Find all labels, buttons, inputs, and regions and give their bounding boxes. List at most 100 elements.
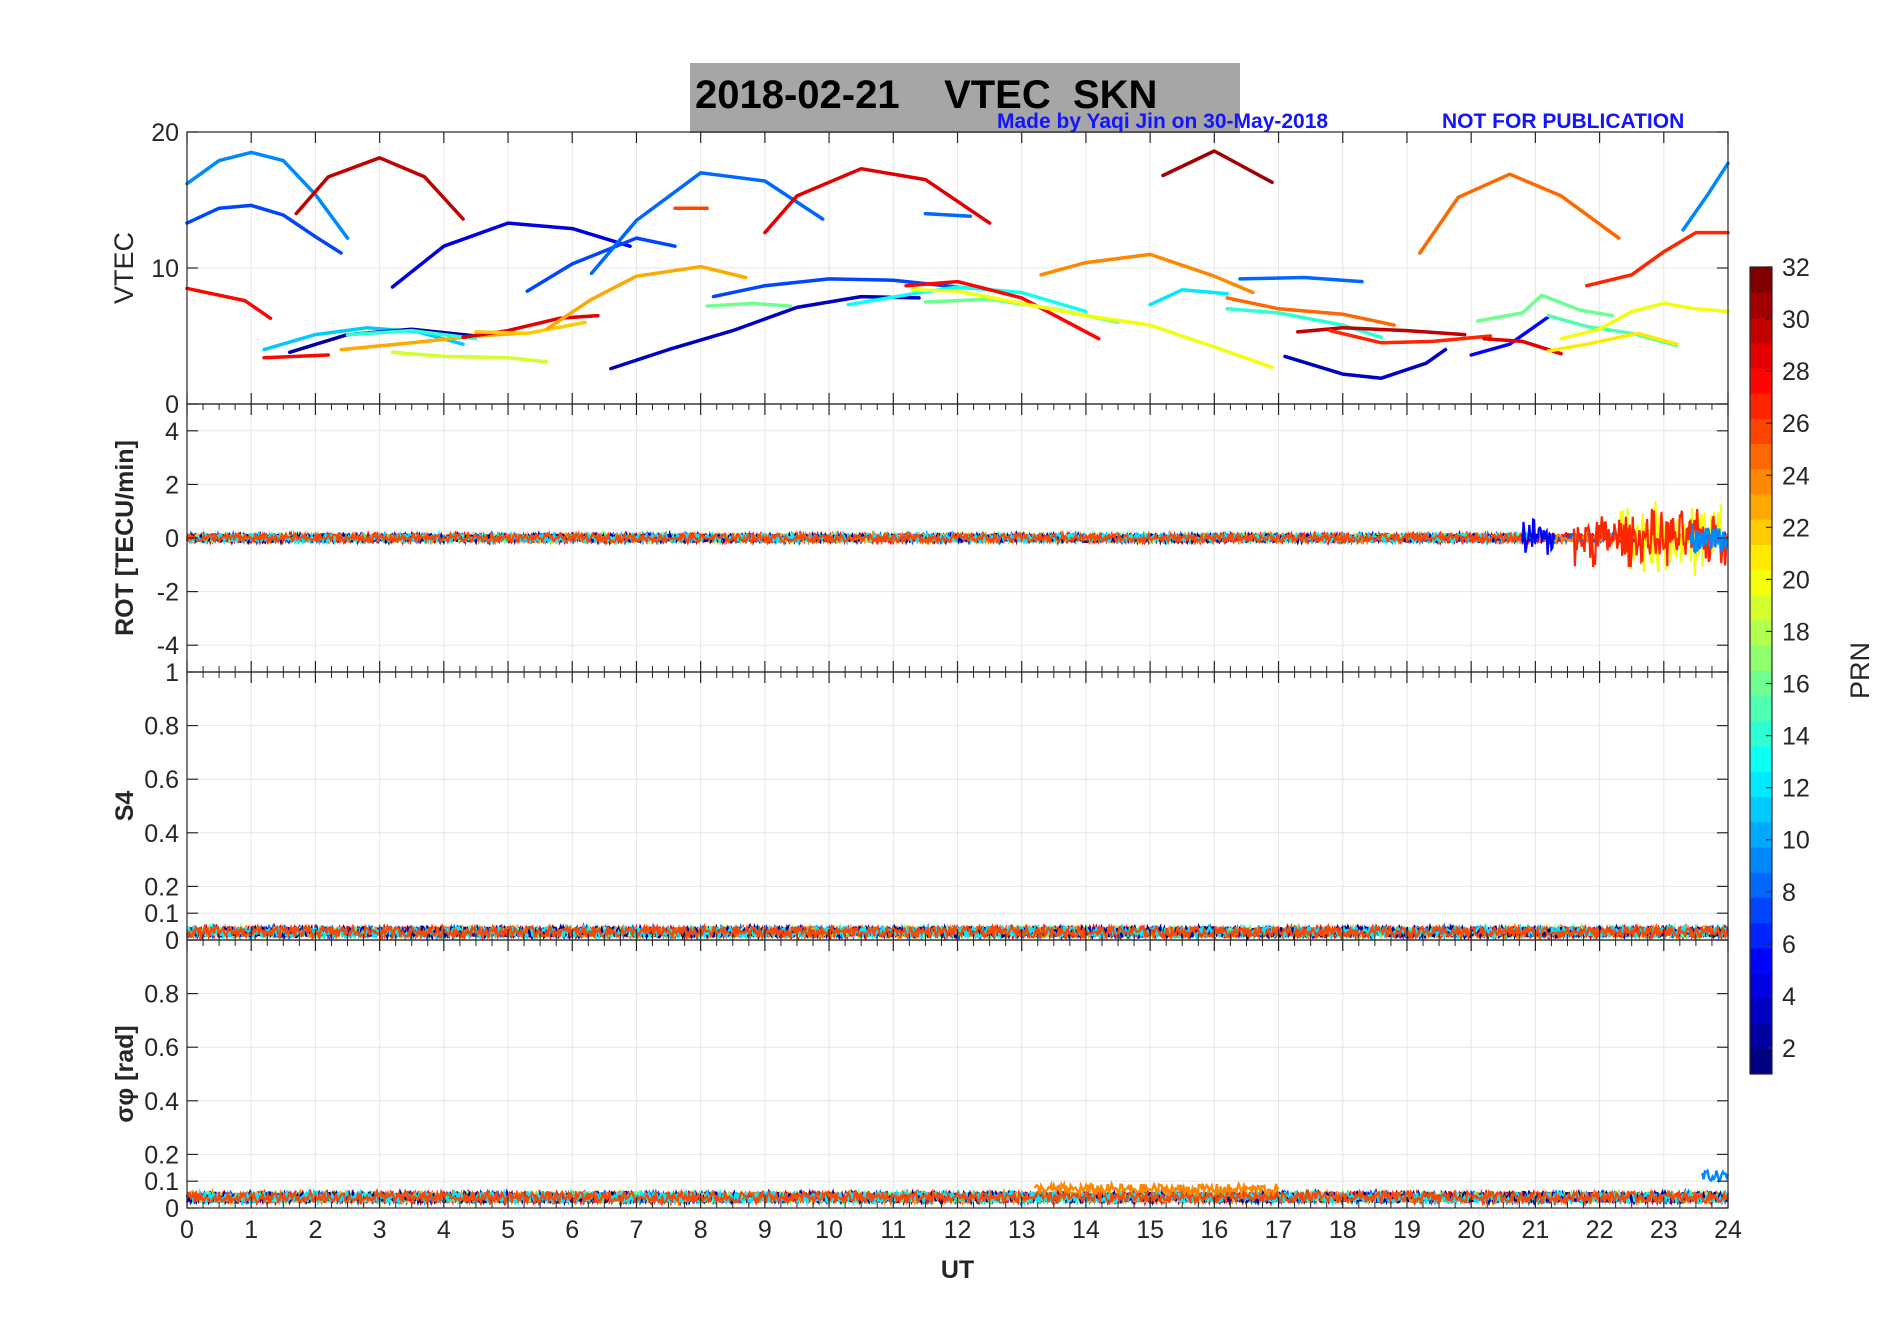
vtec-series-prn-9 [1681,161,1730,232]
y-tick-label: 0 [165,927,179,955]
x-tick-label: 21 [1521,1216,1549,1244]
colorbar-tick-label: 20 [1782,566,1810,594]
vtec-series-prn-25 [1225,296,1396,327]
y-tick-label: 0 [165,391,179,419]
y-tick-label: 1 [165,659,179,687]
colorbar-tick-label: 24 [1782,462,1810,490]
colorbar-segment [1750,796,1772,823]
colorbar-segment [1750,670,1772,697]
vtec-series-prn-11 [262,326,465,352]
colorbar-segment [1750,569,1772,596]
x-tick-label: 1 [244,1216,258,1244]
colorbar-segment [1750,267,1772,293]
y-axis-label: VTEC [109,232,139,304]
x-tick-label: 0 [180,1216,194,1244]
vtec-series-prn-7 [185,203,343,255]
vtec-series-prn-24 [1039,252,1255,295]
colorbar-segment [1750,292,1772,318]
vtec-series-prn-15 [1546,313,1679,348]
vtec-series-prn-13 [846,285,1088,314]
y-axis-label: S4 [111,791,139,822]
colorbar-label: PRN [1845,642,1875,699]
x-tick-label: 8 [694,1216,708,1244]
colorbar-segment [1750,1048,1772,1075]
vtec-panel: 0 10 20 VTEC [109,119,1730,419]
vtec-series-prn-5 [1469,315,1550,357]
y-tick-label: 2 [165,471,179,499]
colorbar-segment [1750,720,1772,747]
colorbar-segment [1750,620,1772,646]
data-series [185,500,1730,576]
vtec-series-prn-28 [262,353,331,360]
vtec-series-prn-8 [589,171,825,276]
x-tick-label: 12 [944,1216,972,1244]
colorbar-segment [1750,342,1772,369]
notice-text: NOT FOR PUBLICATION [1442,110,1685,133]
vtec-series-prn-9 [185,150,350,240]
colorbar-segment [1750,746,1772,772]
vtec-series-prn-30 [1296,326,1467,337]
colorbar-segment [1750,544,1772,571]
ticks: 00.10.2 0.4 0.6 0.8 1 [144,659,1729,955]
colorbar-segment [1750,594,1772,621]
colorbar-tick-label: 18 [1782,618,1810,646]
colorbar-segment [1750,393,1772,419]
disturbed-prn-9 [1688,523,1729,555]
y-tick-label: 0.4 [144,1088,179,1116]
vtec-series-prn-21 [1546,331,1679,353]
colorbar-tick-label: 30 [1782,306,1810,334]
colorbar-segment [1750,771,1772,798]
colorbar-frame [1749,266,1773,1075]
vtec-series-prn-16 [705,301,793,308]
vtec-series-prn-12 [1148,288,1229,307]
vtec-series-prn-8 [1238,275,1364,284]
x-tick-label: 3 [373,1216,387,1244]
y-tick-label: 0 [165,1195,179,1223]
x-tick-label: 20 [1457,1216,1485,1244]
vtec-series-prn-7 [711,277,960,299]
y-tick-label: 0.6 [144,766,179,794]
colorbar-segment [1750,1023,1772,1050]
vtec-series-prn-4 [390,221,632,289]
vtec-series-prn-28 [904,279,1101,341]
colorbar-segment [1750,947,1772,974]
x-tick-label: 23 [1650,1216,1678,1244]
vtec-series-prn-25 [1418,172,1621,255]
colorbar-tick-label: 12 [1782,775,1810,803]
y-tick-label: 0 [165,525,179,553]
x-tick-label: 5 [501,1216,515,1244]
y-tick-label: 0.6 [144,1034,179,1062]
vtec-series-prn-20 [910,288,1274,370]
x-tick-label: 16 [1200,1216,1228,1244]
colorbar-tick-label: 16 [1782,671,1810,699]
y-tick-label: 0.8 [144,713,179,741]
x-tick-label: 2 [308,1216,322,1244]
vtec-series-prn-30 [294,156,465,221]
colorbar-segment [1750,695,1772,722]
colorbar-segment [1750,847,1772,873]
x-tick-label: 24 [1714,1216,1742,1244]
y-tick-label: 20 [151,119,179,147]
ticks: 00.10.2 0.4 0.6 0.8 [144,940,1729,1223]
colorbar-tick-label: 14 [1782,723,1810,751]
credit-text: Made by Yaqi Jin on 30-May-2018 [997,110,1329,133]
vtec-series-prn-14 [1225,307,1384,340]
colorbar-segment [1750,367,1772,394]
colorbar-tick-label: 8 [1782,879,1796,907]
x-tick-label: 4 [437,1216,451,1244]
x-tick-label: 19 [1393,1216,1421,1244]
colorbar-tick-label: 6 [1782,931,1796,959]
s4-panel: 00.10.2 0.4 0.6 0.8 1 S4 [111,659,1730,955]
vtec-series-prn-28 [185,286,273,321]
colorbar-segment [1750,897,1772,924]
vtec-series-prn-29 [763,166,992,235]
disturbed-prn-5 [1521,517,1556,555]
y-tick-label: 0.4 [144,820,179,848]
y-tick-label: 0.1 [144,900,179,928]
colorbar-tick-label: 26 [1782,410,1810,438]
colorbar-segment [1750,443,1772,470]
y-tick-label: 0.2 [144,1141,179,1169]
vtec-series-prn-20 [1559,301,1730,341]
vtec-series-prn-14 [345,328,478,341]
